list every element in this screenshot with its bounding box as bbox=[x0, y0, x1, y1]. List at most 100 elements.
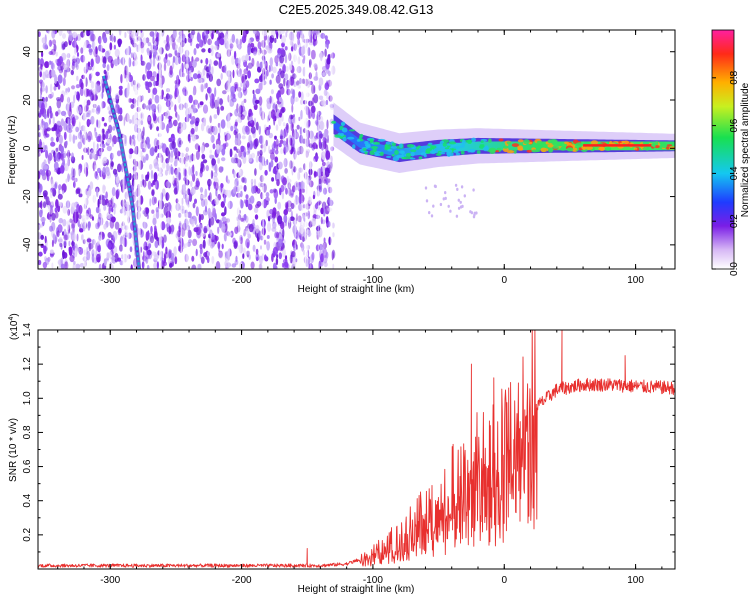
spectrogram-speck bbox=[40, 223, 43, 228]
spectrogram-speck bbox=[107, 200, 113, 208]
spectrogram-speck bbox=[113, 203, 117, 209]
spectrogram-band-blob bbox=[341, 127, 348, 133]
spectrogram-speck bbox=[286, 88, 291, 96]
spectrogram-speck bbox=[38, 181, 41, 190]
spectrogram-speck bbox=[43, 113, 47, 120]
spectrogram-speck bbox=[456, 187, 459, 191]
spectrogram-band-blob bbox=[340, 121, 346, 127]
spectrogram-speck bbox=[238, 185, 243, 190]
spectrogram-speck bbox=[118, 30, 122, 36]
spectrogram-speck bbox=[208, 218, 212, 228]
spectrogram-speck bbox=[50, 141, 56, 147]
spectrogram-speck bbox=[142, 222, 148, 229]
spectrogram-speck bbox=[285, 31, 288, 38]
spectrogram-band-blob bbox=[661, 143, 667, 149]
spectrogram-speck bbox=[291, 32, 295, 43]
spectrogram-speck bbox=[175, 111, 178, 118]
spectrogram-speck bbox=[295, 258, 298, 263]
spectrogram-speck bbox=[328, 95, 333, 102]
spectrogram-speck bbox=[220, 105, 225, 111]
spectrogram-speck bbox=[44, 235, 47, 244]
spectrogram-speck bbox=[75, 263, 81, 269]
spectrogram-streak bbox=[83, 30, 86, 269]
spectrogram-speck bbox=[318, 178, 322, 185]
spectrogram-streak bbox=[127, 30, 130, 269]
spectrogram-speck bbox=[202, 68, 206, 77]
spectrogram-speck bbox=[71, 114, 75, 122]
spectrogram-speck bbox=[190, 154, 193, 161]
spectrogram-speck bbox=[53, 183, 58, 190]
spectrogram-speck bbox=[38, 132, 41, 138]
spectrogram-speck bbox=[166, 162, 170, 172]
spectrogram-frame bbox=[37, 29, 676, 270]
spectrogram-speck bbox=[433, 184, 437, 188]
spectrogram-speck bbox=[269, 79, 272, 85]
spectrogram-streak bbox=[137, 30, 140, 269]
spectrogram-speck bbox=[207, 178, 212, 187]
spectrogram-speck bbox=[238, 209, 241, 214]
spectrogram-speck bbox=[86, 238, 92, 243]
spectrogram-speck bbox=[188, 239, 193, 244]
spectrogram-band-blob bbox=[369, 138, 374, 142]
spectrogram-speck bbox=[293, 147, 296, 155]
snr-y-multiplier: (x104) bbox=[8, 313, 20, 340]
spectrogram-speck bbox=[210, 32, 214, 40]
spectrogram-band-blob bbox=[452, 146, 460, 149]
spectrogram-speck bbox=[286, 200, 292, 208]
spectrogram-band-blob bbox=[479, 144, 485, 147]
x-tick-label: 0 bbox=[501, 275, 507, 286]
spectrogram-speck bbox=[150, 169, 154, 180]
spectrogram-speck bbox=[276, 172, 281, 182]
spectrogram-speck bbox=[275, 74, 281, 84]
spectrogram-speck bbox=[313, 94, 319, 104]
spectrogram-speck bbox=[241, 55, 247, 63]
spectrogram-speck bbox=[248, 223, 254, 233]
spectrogram-speck bbox=[114, 48, 120, 58]
spectrogram-speck bbox=[209, 229, 213, 237]
spectrogram-speck bbox=[245, 126, 250, 135]
y-tick-label: 0.8 bbox=[22, 425, 33, 439]
spectrogram-streak bbox=[139, 30, 141, 269]
spectrogram-speck bbox=[267, 48, 273, 54]
spectrogram-speck bbox=[203, 83, 207, 90]
spectrogram-speck bbox=[52, 39, 57, 46]
spectrogram-speck bbox=[81, 134, 86, 144]
spectrogram-band-blob bbox=[517, 145, 523, 151]
spectrogram-band-blob bbox=[430, 150, 437, 155]
spectrogram-speck bbox=[152, 87, 158, 95]
spectrogram-speck bbox=[237, 132, 241, 141]
spectrogram-speck bbox=[93, 141, 96, 151]
spectrogram-speck bbox=[72, 31, 78, 38]
spectrogram-speck bbox=[184, 162, 189, 168]
spectrogram-band-blob bbox=[399, 143, 403, 148]
spectrogram-speck bbox=[141, 95, 144, 101]
spectrogram-speck bbox=[244, 74, 248, 80]
spectrogram-speck bbox=[50, 204, 53, 210]
spectrogram-speck bbox=[38, 170, 41, 180]
spectrogram-speck bbox=[211, 66, 214, 75]
spectrogram-speck bbox=[68, 132, 72, 142]
spectrogram-speck bbox=[108, 116, 112, 123]
spectrogram-speck bbox=[308, 168, 313, 176]
spectrogram-band-blob bbox=[642, 141, 650, 145]
spectrogram-speck bbox=[51, 91, 54, 98]
spectrogram-speck bbox=[47, 30, 50, 35]
spectrogram-band-blob bbox=[401, 157, 406, 160]
spectrogram-speck bbox=[183, 169, 188, 177]
spectrogram-speck bbox=[217, 157, 221, 164]
spectrogram-speck bbox=[214, 235, 219, 241]
spectrogram-speck bbox=[184, 212, 189, 218]
spectrogram-speck bbox=[217, 226, 220, 234]
spectrogram-speck bbox=[189, 38, 193, 47]
spectrogram-speck bbox=[202, 159, 208, 164]
spectrogram-speck bbox=[283, 126, 289, 137]
spectrogram-speck bbox=[62, 33, 66, 39]
spectrogram-speck bbox=[234, 226, 239, 234]
spectrogram-speck bbox=[184, 37, 188, 44]
spectrogram-speck bbox=[75, 126, 80, 133]
spectrogram-speck bbox=[150, 44, 153, 51]
spectrogram-speck bbox=[96, 188, 99, 198]
spectrogram-speck bbox=[217, 132, 221, 141]
spectrogram-speck bbox=[272, 66, 277, 74]
spectrogram-speck bbox=[297, 147, 301, 156]
